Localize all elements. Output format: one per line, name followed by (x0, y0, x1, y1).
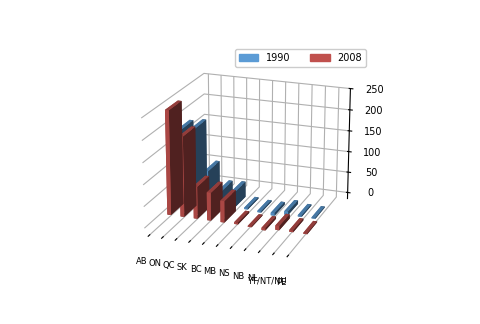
Legend: 1990, 2008: 1990, 2008 (235, 49, 366, 66)
